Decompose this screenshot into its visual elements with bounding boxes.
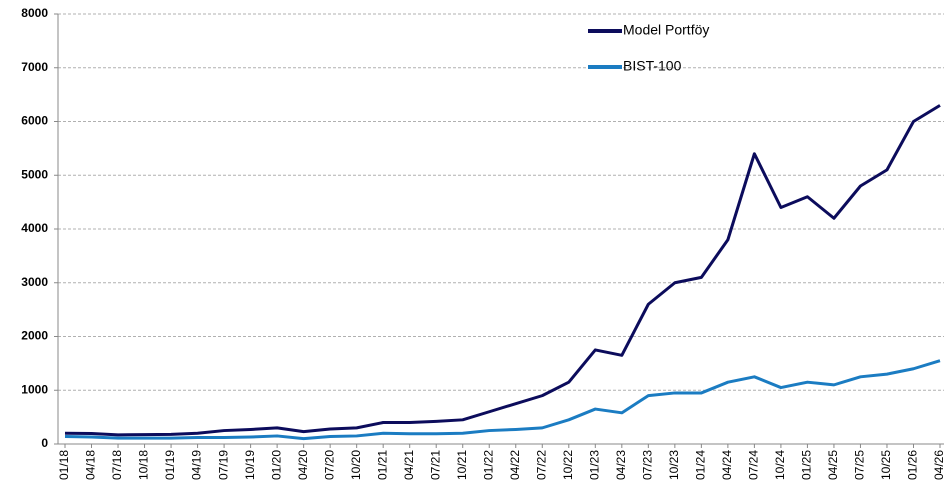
- x-tick-label: 07/22: [534, 450, 548, 480]
- x-tick-label: 10/24: [773, 450, 787, 480]
- y-tick-label: 5000: [21, 167, 48, 181]
- y-tick-label: 8000: [21, 6, 48, 20]
- y-tick-label: 0: [41, 436, 48, 450]
- y-tick-label: 2000: [21, 329, 48, 343]
- x-tick-label: 10/19: [243, 450, 257, 480]
- x-tick-label: 04/18: [84, 450, 98, 480]
- x-tick-label: 01/18: [57, 450, 71, 480]
- y-tick-label: 4000: [21, 221, 48, 235]
- x-tick-label: 07/18: [110, 450, 124, 480]
- x-tick-label: 10/20: [349, 450, 363, 480]
- x-tick-label: 04/23: [614, 450, 628, 480]
- x-tick-label: 07/25: [853, 450, 867, 480]
- legend-label: Model Portföy: [623, 22, 709, 38]
- series-line: [64, 104, 941, 437]
- x-tick-label: 01/23: [587, 450, 601, 480]
- series-line: [64, 359, 941, 441]
- x-tick-label: 07/23: [641, 450, 655, 480]
- x-tick-label: 04/21: [402, 450, 416, 480]
- x-tick-label: 07/21: [428, 450, 442, 480]
- y-tick-label: 1000: [21, 382, 48, 396]
- x-tick-label: 04/22: [508, 450, 522, 480]
- y-tick-label: 3000: [21, 275, 48, 289]
- legend-label: BIST-100: [623, 58, 682, 74]
- x-tick-label: 01/24: [694, 450, 708, 480]
- x-tick-label: 10/25: [879, 450, 893, 480]
- x-tick-label: 07/24: [747, 450, 761, 480]
- x-tick-label: 07/20: [322, 450, 336, 480]
- x-tick-label: 10/23: [667, 450, 681, 480]
- y-tick-label: 7000: [21, 60, 48, 74]
- x-tick-label: 04/25: [826, 450, 840, 480]
- x-tick-label: 01/25: [800, 450, 814, 480]
- x-tick-label: 04/24: [720, 450, 734, 480]
- x-tick-label: 01/20: [269, 450, 283, 480]
- x-tick-label: 04/26: [932, 450, 944, 480]
- x-tick-label: 04/20: [296, 450, 310, 480]
- y-tick-label: 6000: [21, 114, 48, 128]
- x-tick-label: 04/19: [190, 450, 204, 480]
- x-tick-label: 07/19: [216, 450, 230, 480]
- x-tick-label: 01/22: [481, 450, 495, 480]
- x-tick-label: 10/18: [137, 450, 151, 480]
- x-tick-label: 01/21: [375, 450, 389, 480]
- x-tick-label: 01/26: [906, 450, 920, 480]
- x-tick-label: 10/21: [455, 450, 469, 480]
- x-tick-label: 01/19: [163, 450, 177, 480]
- x-tick-label: 10/22: [561, 450, 575, 480]
